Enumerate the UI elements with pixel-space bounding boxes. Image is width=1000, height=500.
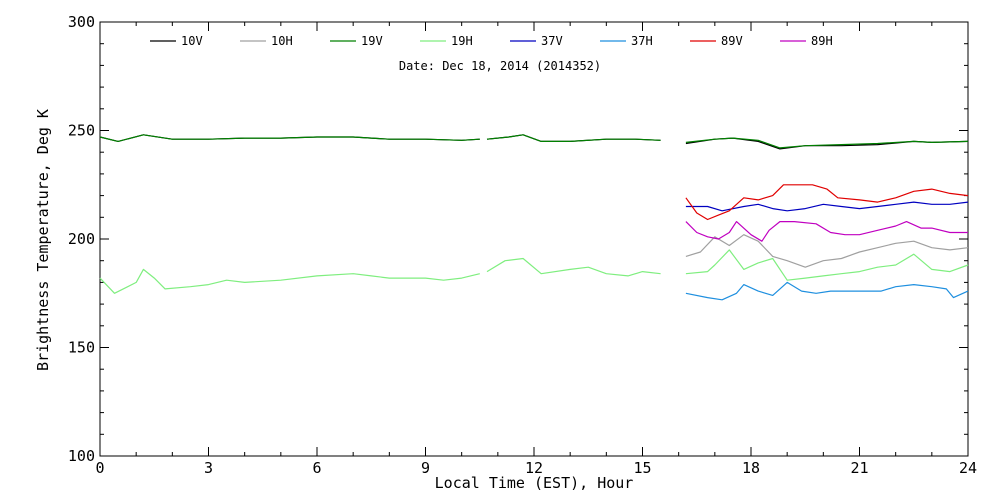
date-annotation: Date: Dec 18, 2014 (2014352) [399, 59, 601, 73]
series-line-37v [685, 201, 969, 212]
series-line-19h [486, 257, 661, 277]
plot-frame [99, 21, 969, 457]
series-line-37h [685, 281, 969, 301]
y-tick-label: 100 [68, 447, 95, 465]
x-tick-label: 24 [959, 459, 977, 477]
x-tick-label: 18 [742, 459, 760, 477]
legend-label-89h: 89H [811, 34, 833, 48]
x-tick-label: 15 [633, 459, 651, 477]
x-tick-label: 9 [421, 459, 430, 477]
x-tick-label: 21 [850, 459, 868, 477]
y-axis-title: Brightness Temperature, Deg K [34, 109, 52, 371]
legend-label-10h: 10H [271, 34, 293, 48]
series-line-89v [685, 184, 969, 221]
series-line-19v [685, 137, 969, 149]
x-tick-label: 3 [204, 459, 213, 477]
series-layer [99, 134, 969, 301]
series-line-19h [685, 249, 969, 281]
series-line-19v [486, 134, 661, 142]
x-axis-title: Local Time (EST), Hour [435, 474, 634, 492]
legend-label-10v: 10V [181, 34, 203, 48]
legend-label-19h: 19H [451, 34, 473, 48]
y-tick-label: 300 [68, 13, 95, 31]
legend: 10V 10H 19V 19H 37V 37H 89V 89H [150, 34, 833, 48]
y-tick-label: 150 [68, 339, 95, 357]
x-tick-label: 6 [312, 459, 321, 477]
series-line-19h [99, 268, 480, 294]
series-line-89h [685, 221, 968, 242]
y-tick-label: 200 [68, 230, 95, 248]
x-tick-label: 0 [95, 459, 104, 477]
series-line-19v [99, 134, 480, 142]
legend-label-19v: 19V [361, 34, 383, 48]
legend-label-37h: 37H [631, 34, 653, 48]
series-line-10v [685, 137, 969, 150]
series-line-10h [685, 234, 969, 268]
y-tick-label: 250 [68, 122, 95, 140]
legend-label-37v: 37V [541, 34, 563, 48]
axis-ticks: 0 3 6 9 12 15 18 21 24 100 150 200 250 300 [68, 13, 977, 477]
legend-label-89v: 89V [721, 34, 743, 48]
x-tick-label: 12 [525, 459, 543, 477]
